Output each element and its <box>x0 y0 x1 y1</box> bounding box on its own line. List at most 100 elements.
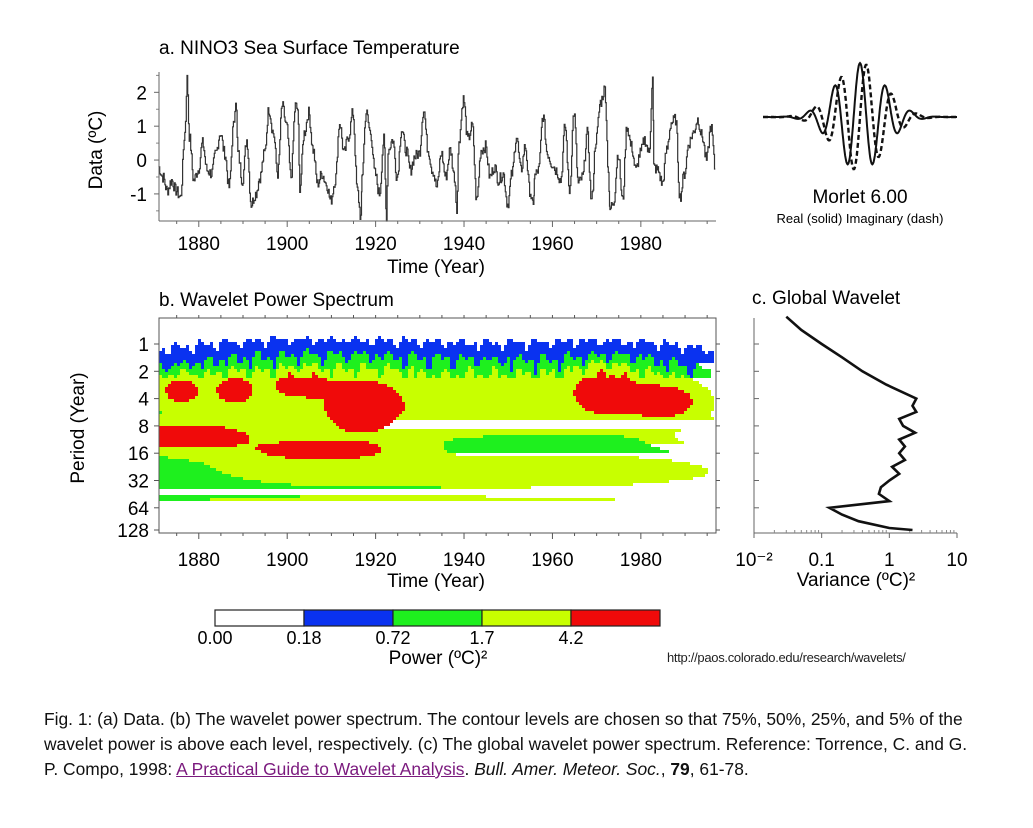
power-cell <box>399 345 420 348</box>
power-cell <box>267 342 288 345</box>
power-cell <box>480 348 501 351</box>
power-cell <box>324 408 405 411</box>
power-cell <box>504 348 525 351</box>
power-cell <box>567 366 570 369</box>
power-cell <box>276 369 297 372</box>
power-cell <box>522 357 540 360</box>
power-cell <box>252 384 276 387</box>
power-cell <box>612 354 630 357</box>
power-cell <box>408 360 426 363</box>
power-cell <box>261 450 381 453</box>
panel-b-ytick-label: 128 <box>117 521 149 542</box>
colorbar-swatch <box>392 609 483 627</box>
power-cell <box>306 396 402 399</box>
power-cell <box>483 375 489 378</box>
power-cell <box>318 375 330 378</box>
power-cell <box>270 339 288 342</box>
power-cell <box>291 483 633 486</box>
power-cell <box>519 354 522 357</box>
power-cell <box>333 420 393 423</box>
power-cell <box>573 357 576 360</box>
power-cell <box>537 369 540 372</box>
power-cell <box>195 396 219 399</box>
power-cell <box>558 366 561 369</box>
power-cell <box>492 366 495 369</box>
power-cell <box>639 339 645 342</box>
figure-caption: Fig. 1: (a) Data. (b) The wavelet power … <box>44 707 984 782</box>
power-cell <box>387 384 576 387</box>
power-cell <box>525 372 531 375</box>
power-cell <box>648 366 651 369</box>
power-cell <box>222 372 228 375</box>
power-cell <box>465 372 474 375</box>
power-cell <box>342 366 360 369</box>
power-cell <box>480 345 501 348</box>
power-cell <box>582 372 585 375</box>
reference-link[interactable]: A Practical Guide to Wavelet Analysis <box>176 759 465 779</box>
power-cell <box>663 339 666 342</box>
power-cell <box>516 357 522 360</box>
power-cell <box>504 345 525 348</box>
power-cell <box>216 390 252 393</box>
power-cell <box>168 384 195 387</box>
colorbar-swatch <box>303 609 394 627</box>
power-cell <box>285 351 303 354</box>
power-cell <box>375 339 384 342</box>
power-cell <box>459 354 462 357</box>
power-cell <box>594 351 615 354</box>
power-cell <box>159 381 171 384</box>
power-cell <box>687 369 693 372</box>
power-cell <box>600 360 603 363</box>
power-cell <box>276 357 297 360</box>
power-cell <box>237 369 240 372</box>
power-cell <box>228 360 237 363</box>
power-cell <box>162 411 327 414</box>
power-cell <box>468 366 471 369</box>
panel-c-xtick-label: 1 <box>884 550 895 571</box>
power-cell <box>615 375 621 378</box>
colorbar-tick-label: 0.00 <box>197 628 232 648</box>
panel-a-ytick-label: 2 <box>136 83 147 104</box>
power-cell <box>693 375 711 378</box>
power-cell <box>279 354 285 357</box>
power-cell <box>513 369 516 372</box>
power-cell <box>267 453 375 456</box>
power-cell <box>408 363 426 366</box>
power-cell <box>219 384 252 387</box>
power-cell <box>660 345 678 348</box>
power-cell <box>159 423 336 426</box>
power-cell <box>555 372 564 375</box>
power-cell <box>342 363 360 366</box>
power-cell <box>630 369 636 372</box>
power-cell <box>630 378 693 381</box>
power-cell <box>252 363 273 366</box>
power-cell <box>507 342 525 345</box>
power-cell <box>465 375 474 378</box>
power-cell <box>378 381 579 384</box>
power-cell <box>441 375 450 378</box>
power-cell <box>522 372 525 375</box>
panel-a-xtick-label: 1940 <box>443 234 485 255</box>
power-cell <box>585 369 600 372</box>
power-cell <box>687 408 714 411</box>
power-cell <box>288 375 294 378</box>
power-cell <box>573 393 690 396</box>
power-cell <box>177 363 180 366</box>
power-cell <box>231 474 705 477</box>
power-cell <box>471 366 492 369</box>
power-cell <box>432 357 441 360</box>
power-cell <box>276 375 288 378</box>
power-cell <box>630 366 648 369</box>
power-cell <box>546 372 549 375</box>
power-cell <box>159 387 165 390</box>
power-cell <box>294 354 303 357</box>
power-cell <box>330 417 396 420</box>
power-cell <box>246 372 252 375</box>
power-cell <box>324 405 405 408</box>
power-cell <box>588 354 597 357</box>
power-cell <box>624 372 627 375</box>
panel-b-ytick-label: 16 <box>128 444 149 465</box>
power-cell <box>450 372 465 375</box>
power-cell <box>363 351 366 354</box>
power-cell <box>636 381 699 384</box>
